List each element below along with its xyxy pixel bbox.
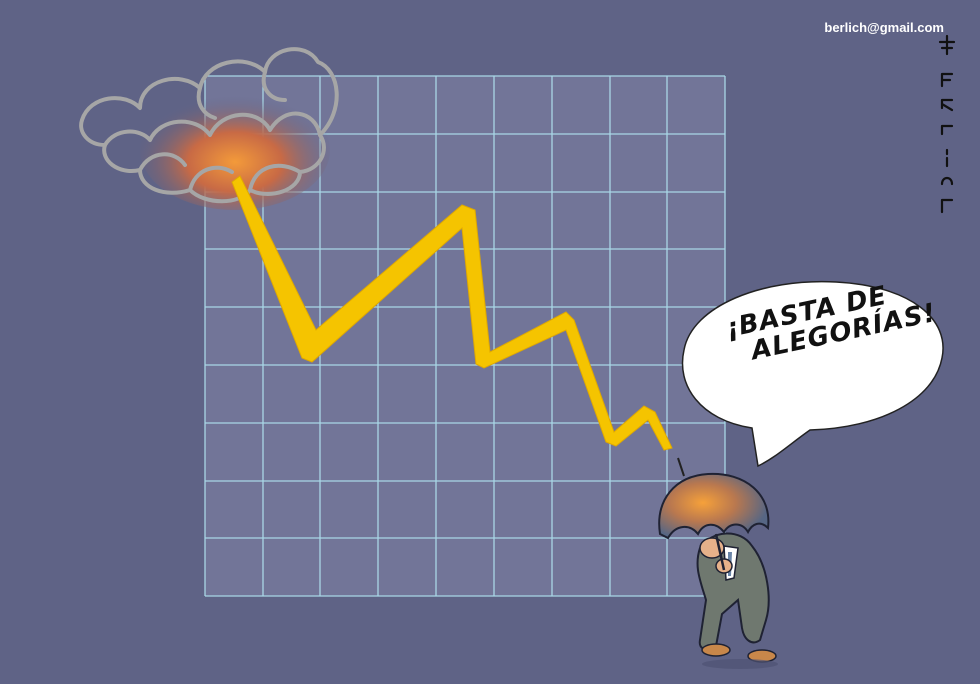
- man-with-umbrella: [658, 457, 778, 669]
- speech-bubble: [681, 280, 944, 468]
- artist-email: berlich@gmail.com: [824, 20, 944, 35]
- storm-cloud: [79, 47, 339, 210]
- lightning-bolt: [231, 175, 673, 451]
- artist-signature: [938, 34, 956, 214]
